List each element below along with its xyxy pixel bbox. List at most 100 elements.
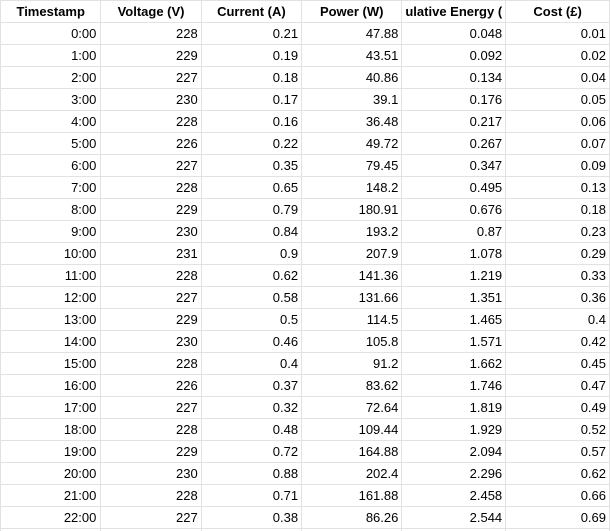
table-cell[interactable]: 5:00 [0, 132, 102, 155]
table-cell[interactable]: 228 [100, 352, 202, 375]
table-cell[interactable]: 0.495 [401, 176, 507, 199]
table-cell[interactable]: 230 [100, 220, 202, 243]
table-cell[interactable]: 228 [100, 418, 202, 441]
table-cell[interactable]: 0.347 [401, 154, 507, 177]
table-cell[interactable]: 8:00 [0, 198, 102, 221]
table-cell[interactable]: 228 [100, 22, 202, 45]
table-cell[interactable]: 0.36 [505, 286, 610, 309]
table-cell[interactable]: 0.09 [505, 154, 610, 177]
table-cell[interactable]: 226 [100, 132, 202, 155]
table-cell[interactable]: 226 [100, 374, 202, 397]
table-cell[interactable]: 0.13 [505, 176, 610, 199]
table-cell[interactable]: 2.544 [401, 506, 507, 529]
table-cell[interactable]: 0.267 [401, 132, 507, 155]
table-cell[interactable]: 0.38 [200, 506, 303, 529]
table-cell[interactable]: 40.86 [301, 66, 403, 89]
table-cell[interactable]: 0.134 [401, 66, 507, 89]
table-cell[interactable]: 14:00 [0, 330, 102, 353]
table-cell[interactable]: 0.57 [505, 440, 610, 463]
column-header[interactable]: Timestamp [0, 0, 102, 23]
table-cell[interactable]: 7:00 [0, 176, 102, 199]
table-cell[interactable]: 0.62 [200, 264, 303, 287]
column-header[interactable]: Current (A) [200, 0, 303, 23]
table-cell[interactable]: 227 [100, 396, 202, 419]
table-cell[interactable]: 227 [100, 154, 202, 177]
table-cell[interactable]: 0.07 [505, 132, 610, 155]
table-cell[interactable]: 114.5 [301, 308, 403, 331]
table-cell[interactable]: 0.42 [505, 330, 610, 353]
table-cell[interactable]: 164.88 [301, 440, 403, 463]
table-cell[interactable]: 161.88 [301, 484, 403, 507]
table-cell[interactable]: 0.5 [200, 308, 303, 331]
table-cell[interactable]: 229 [100, 198, 202, 221]
table-cell[interactable]: 0.7 [505, 528, 610, 531]
table-cell[interactable]: 19:00 [0, 440, 102, 463]
table-cell[interactable]: 9:00 [0, 220, 102, 243]
table-cell[interactable]: 0.84 [200, 220, 303, 243]
table-cell[interactable]: 0.048 [401, 22, 507, 45]
table-cell[interactable]: 36.48 [301, 110, 403, 133]
table-cell[interactable]: 0.19 [200, 44, 303, 67]
table-cell[interactable]: 0.29 [505, 242, 610, 265]
table-cell[interactable]: 227 [100, 286, 202, 309]
table-cell[interactable]: 0.71 [200, 484, 303, 507]
table-cell[interactable]: 229 [100, 44, 202, 67]
table-cell[interactable]: 15:00 [0, 352, 102, 375]
table-cell[interactable]: 1.351 [401, 286, 507, 309]
table-cell[interactable]: 12:00 [0, 286, 102, 309]
table-cell[interactable]: 0.092 [401, 44, 507, 67]
table-cell[interactable]: 207.9 [301, 242, 403, 265]
table-cell[interactable]: 1.465 [401, 308, 507, 331]
table-cell[interactable]: 6:00 [0, 154, 102, 177]
table-cell[interactable]: 1:00 [0, 44, 102, 67]
table-cell[interactable]: 0.35 [200, 154, 303, 177]
table-cell[interactable]: 47.88 [301, 22, 403, 45]
table-cell[interactable]: 11:00 [0, 264, 102, 287]
table-cell[interactable]: 20:00 [0, 462, 102, 485]
column-header[interactable]: ulative Energy ( [401, 0, 507, 23]
table-cell[interactable]: 0.62 [505, 462, 610, 485]
table-cell[interactable]: 0.676 [401, 198, 507, 221]
table-cell[interactable]: 131.66 [301, 286, 403, 309]
table-cell[interactable]: 0.02 [505, 44, 610, 67]
table-cell[interactable]: 39.1 [301, 88, 403, 111]
table-cell[interactable]: 0.37 [200, 374, 303, 397]
table-cell[interactable]: 86.26 [301, 506, 403, 529]
table-cell[interactable]: 0.88 [200, 462, 303, 485]
table-cell[interactable]: 16:00 [0, 374, 102, 397]
table-cell[interactable]: 227 [100, 66, 202, 89]
table-cell[interactable]: 1.746 [401, 374, 507, 397]
table-cell[interactable]: 21:00 [0, 484, 102, 507]
table-cell[interactable]: 0.45 [505, 352, 610, 375]
table-cell[interactable]: 193.2 [301, 220, 403, 243]
table-cell[interactable]: 109.44 [301, 418, 403, 441]
table-cell[interactable]: 0.4 [505, 308, 610, 331]
table-cell[interactable]: 0.21 [200, 22, 303, 45]
table-cell[interactable]: 2.094 [401, 440, 507, 463]
table-cell[interactable]: 0.06 [505, 110, 610, 133]
table-cell[interactable]: 1.662 [401, 352, 507, 375]
table-cell[interactable]: 0.23 [505, 220, 610, 243]
table-cell[interactable]: 229 [100, 308, 202, 331]
table-cell[interactable]: 0.17 [200, 88, 303, 111]
table-cell[interactable]: 91.2 [301, 352, 403, 375]
table-cell[interactable]: 0.18 [200, 66, 303, 89]
table-cell[interactable]: 0.4 [200, 352, 303, 375]
table-cell[interactable]: 228 [100, 110, 202, 133]
table-cell[interactable]: 56.5 [301, 528, 403, 531]
table-cell[interactable]: 202.4 [301, 462, 403, 485]
table-cell[interactable]: 105.8 [301, 330, 403, 353]
table-cell[interactable]: 0.176 [401, 88, 507, 111]
table-cell[interactable]: 0.9 [200, 242, 303, 265]
table-cell[interactable]: 0.18 [505, 198, 610, 221]
table-cell[interactable]: 0.01 [505, 22, 610, 45]
table-cell[interactable]: 227 [100, 506, 202, 529]
table-cell[interactable]: 141.36 [301, 264, 403, 287]
table-cell[interactable]: 0.52 [505, 418, 610, 441]
column-header[interactable]: Voltage (V) [100, 0, 202, 23]
table-cell[interactable]: 23:00 [0, 528, 102, 531]
table-cell[interactable]: 0.87 [401, 220, 507, 243]
table-cell[interactable]: 2.458 [401, 484, 507, 507]
table-cell[interactable]: 2.296 [401, 462, 507, 485]
table-cell[interactable]: 22:00 [0, 506, 102, 529]
